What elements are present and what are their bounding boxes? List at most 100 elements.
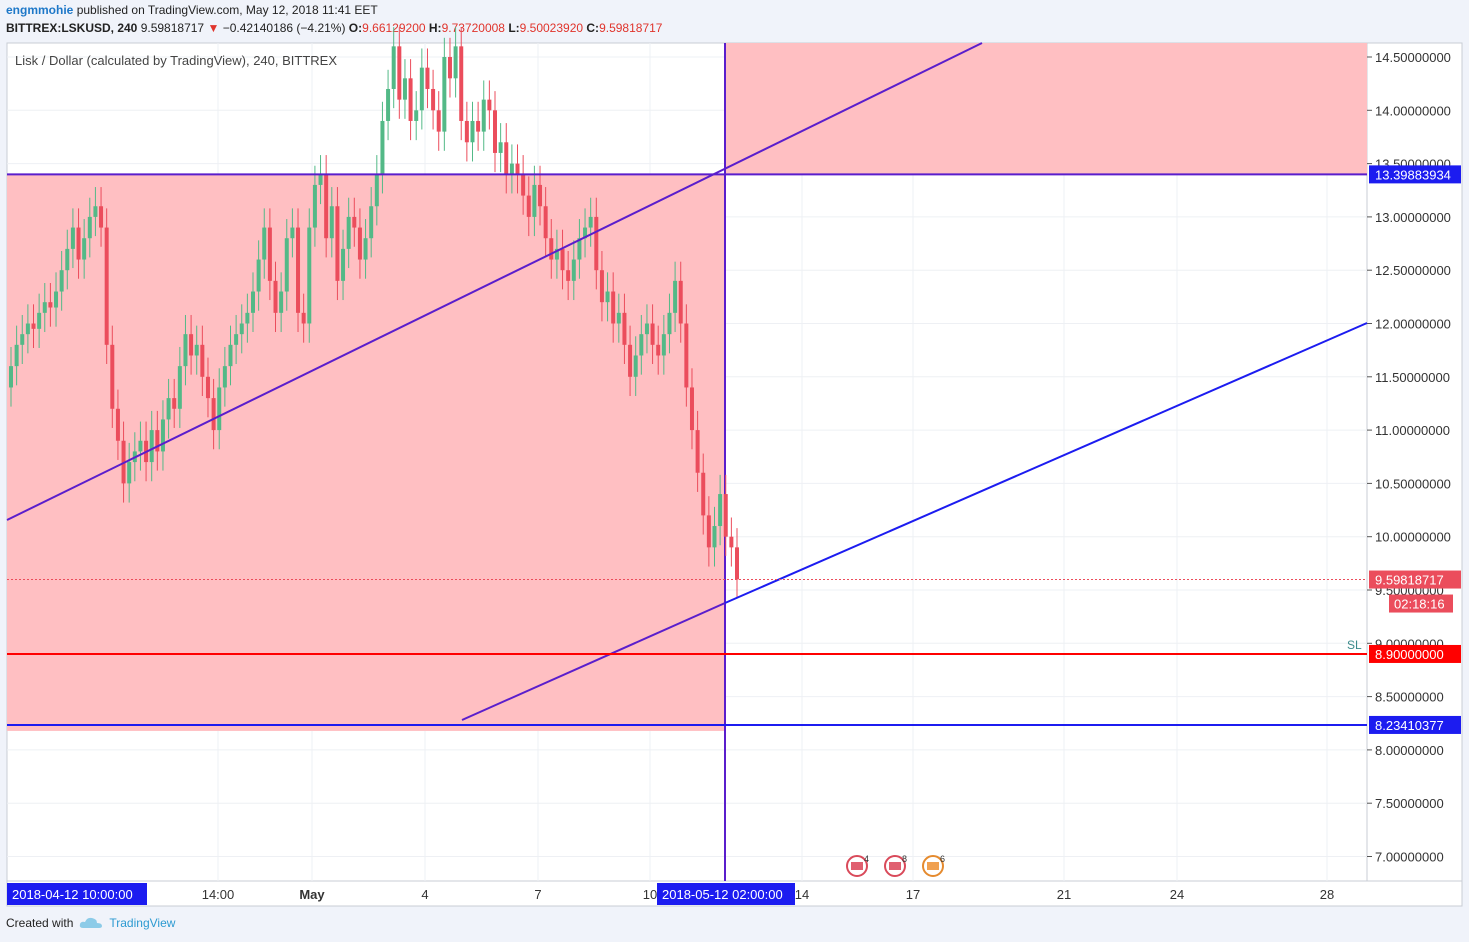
candle-body (605, 291, 610, 303)
candle-body (661, 334, 666, 356)
candle-body (554, 248, 559, 260)
lower-level-label: 8.23410377 (1375, 718, 1444, 733)
tradingview-cloud-icon (80, 917, 103, 928)
y-tick-label: 10.00000000 (1375, 530, 1451, 545)
candle-body (425, 67, 430, 89)
candle-body (386, 88, 391, 121)
candle-body (177, 366, 182, 409)
candle-body (526, 195, 531, 217)
candle-body (470, 120, 475, 143)
flag-icon (927, 862, 939, 870)
candle-body (673, 280, 678, 313)
symbol-label: BITTREX:LSKUSD, 240 (6, 21, 138, 35)
candle-body (42, 302, 47, 313)
candle-body (155, 430, 160, 452)
candle-body (594, 216, 599, 271)
candle-body (504, 142, 509, 175)
candle-body (110, 344, 115, 409)
candle-body (464, 120, 469, 143)
candle-body (414, 110, 419, 121)
candle-body (200, 344, 205, 377)
x-tick-label: 14:00 (202, 887, 235, 902)
candle-body (341, 248, 346, 281)
candle-body (380, 120, 385, 175)
candle-body (650, 323, 655, 345)
candle-body (543, 206, 548, 239)
footer: Created with TradingView (6, 916, 175, 930)
low-value: 9.50023920 (519, 21, 584, 35)
candle-body (104, 227, 109, 345)
candle-body (628, 344, 633, 377)
candle-body (279, 291, 284, 313)
candle-body (160, 419, 165, 452)
candle-body (31, 323, 36, 329)
start-date-marker-bg (7, 883, 147, 905)
y-tick-label: 14.00000000 (1375, 103, 1451, 118)
candle-body (189, 334, 194, 356)
last-price-label: 9.59818717 (1375, 573, 1444, 588)
candle-body (234, 334, 239, 345)
candle-body (588, 216, 593, 228)
candle-body (689, 387, 694, 431)
candle-body (324, 174, 329, 239)
target-zone (725, 43, 1367, 175)
author-name[interactable]: engmmohie (6, 3, 74, 17)
candle-body (329, 206, 334, 239)
down-arrow-icon: ▼ (207, 21, 220, 35)
publish-text: published on TradingView.com, May 12, 20… (76, 3, 378, 17)
candle-body (695, 430, 700, 473)
projection-trend-line (724, 322, 1368, 604)
candle-body (70, 227, 75, 249)
countdown-label: 02:18:16 (1394, 597, 1445, 612)
x-tick-label: 28 (1320, 887, 1334, 902)
lower-level-label-bg (1369, 715, 1461, 734)
candle-body (678, 280, 683, 324)
candle-body (296, 227, 301, 313)
stop-loss-label-bg (1369, 644, 1461, 663)
candle-body (54, 291, 59, 308)
candle-body (521, 174, 526, 196)
candle-body (82, 238, 87, 260)
candle-body (481, 99, 486, 132)
y-tick-label: 12.50000000 (1375, 263, 1451, 278)
candle-body (194, 344, 199, 356)
candle-body (217, 387, 222, 431)
candle-body (493, 110, 497, 153)
chart-title: Lisk / Dollar (calculated by TradingView… (15, 53, 337, 68)
x-tick-label: 24 (1170, 887, 1184, 902)
candle-body (712, 526, 717, 548)
candle-body (566, 270, 571, 281)
candle-body (222, 366, 227, 388)
x-tick-label: 21 (1057, 887, 1071, 902)
flag-icon (851, 862, 863, 870)
x-tick-label: 14 (795, 887, 809, 902)
candle-body (183, 334, 188, 367)
candle-body (115, 408, 120, 441)
candle-body (211, 398, 216, 431)
x-tick-label: 17 (906, 887, 920, 902)
tradingview-link[interactable]: TradingView (109, 916, 176, 930)
candle-body (701, 472, 706, 516)
candle-body (577, 238, 582, 260)
candle-body (487, 99, 492, 111)
candle-body (357, 227, 362, 260)
candle-body (706, 515, 711, 548)
candle-body (459, 46, 464, 121)
candle-body (363, 238, 368, 260)
candle-body (138, 440, 143, 452)
candle-body (397, 46, 402, 100)
x-tick-label: 4 (421, 887, 428, 902)
candle-body (532, 184, 537, 217)
upper-trend-line (6, 42, 983, 521)
stop-loss-label: 8.90000000 (1375, 647, 1444, 662)
ohlc-bar: BITTREX:LSKUSD, 240 9.59818717 ▼ −0.4214… (6, 21, 663, 35)
y-tick-label: 10.50000000 (1375, 476, 1451, 491)
x-tick-label: 7 (534, 887, 541, 902)
stop-loss-tag: SL (1347, 638, 1362, 652)
candle-body (419, 67, 424, 111)
candle-body (644, 323, 649, 335)
candle-body (667, 312, 672, 335)
y-tick-label: 8.00000000 (1375, 743, 1444, 758)
upper-level-label: 13.39883934 (1375, 167, 1451, 182)
